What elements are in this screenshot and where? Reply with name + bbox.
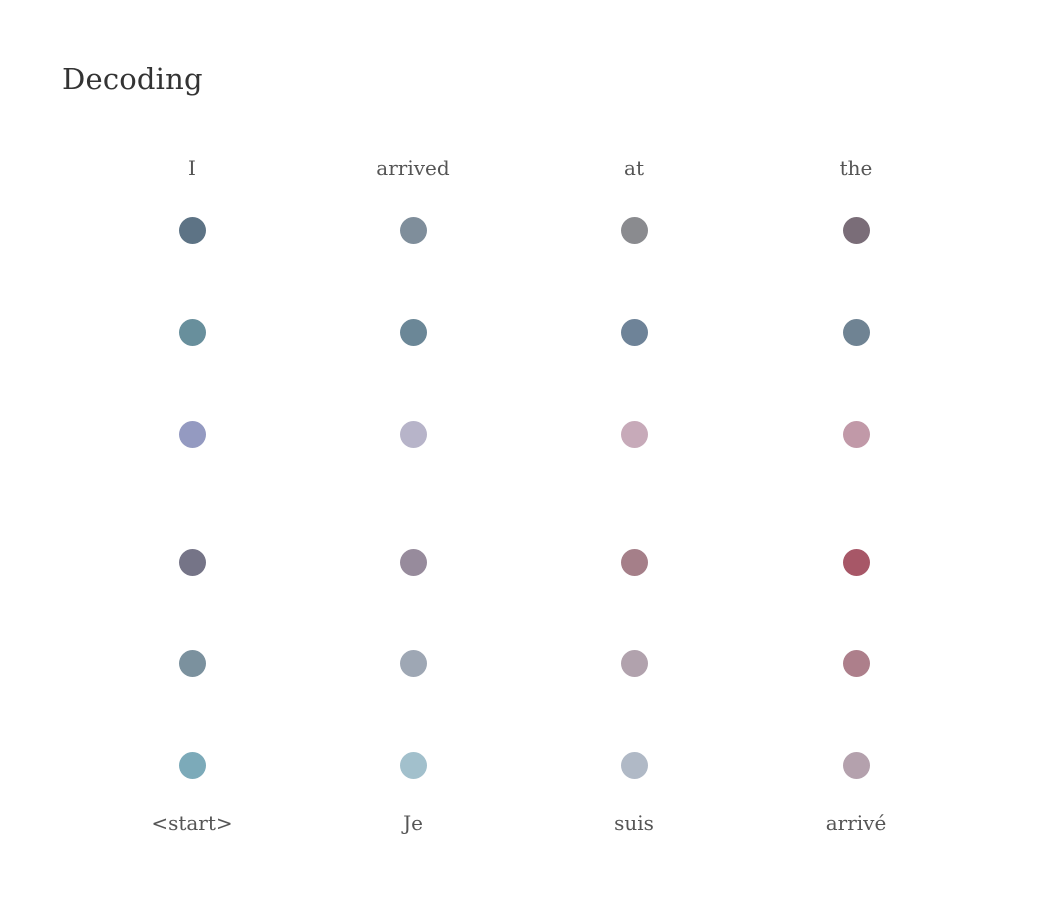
hidden-state-dot	[842, 751, 870, 779]
hidden-state-dot	[399, 318, 427, 346]
input-token-label: Je	[403, 811, 423, 835]
hidden-state-dot	[178, 420, 206, 448]
page-title: Decoding	[62, 62, 203, 96]
hidden-state-dot	[399, 548, 427, 576]
hidden-state-dot	[620, 751, 648, 779]
hidden-state-dot	[620, 216, 648, 244]
output-token-label: arrived	[376, 156, 450, 180]
input-token-label: arrivé	[825, 811, 887, 835]
hidden-state-dot	[178, 649, 206, 677]
hidden-state-dot	[620, 420, 648, 448]
output-token-label: the	[839, 156, 873, 180]
hidden-state-dot	[842, 548, 870, 576]
output-token-label: I	[188, 156, 196, 180]
hidden-state-dot	[842, 318, 870, 346]
input-token-label: suis	[614, 811, 654, 835]
hidden-state-dot	[178, 548, 206, 576]
hidden-state-dot	[399, 216, 427, 244]
hidden-state-dot	[842, 420, 870, 448]
hidden-state-dot	[399, 649, 427, 677]
hidden-state-dot	[178, 751, 206, 779]
input-token-label: <start>	[151, 811, 233, 835]
hidden-state-dot	[620, 548, 648, 576]
hidden-state-dot	[399, 751, 427, 779]
hidden-state-dot	[620, 318, 648, 346]
hidden-state-dot	[842, 216, 870, 244]
hidden-state-dot	[178, 216, 206, 244]
hidden-state-dot	[842, 649, 870, 677]
hidden-state-dot	[178, 318, 206, 346]
hidden-state-dot	[399, 420, 427, 448]
hidden-state-dot	[620, 649, 648, 677]
output-token-label: at	[624, 156, 644, 180]
